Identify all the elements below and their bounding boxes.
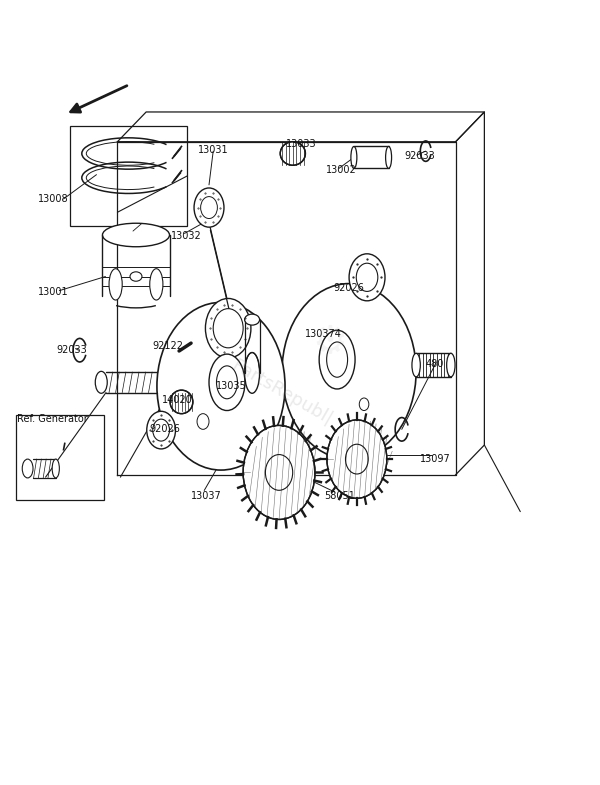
Ellipse shape xyxy=(22,459,33,478)
Text: 480: 480 xyxy=(426,360,444,369)
Circle shape xyxy=(327,420,387,498)
Text: 13037: 13037 xyxy=(191,491,222,501)
Circle shape xyxy=(205,298,251,358)
Circle shape xyxy=(349,254,385,301)
Text: 92122: 92122 xyxy=(152,341,183,351)
Text: 13097: 13097 xyxy=(420,454,451,464)
Ellipse shape xyxy=(245,314,260,325)
Text: 13008: 13008 xyxy=(38,194,68,204)
Text: 130374: 130374 xyxy=(305,329,341,339)
Circle shape xyxy=(265,455,293,491)
Text: 13001: 13001 xyxy=(38,287,68,298)
Bar xyxy=(16,415,104,500)
Ellipse shape xyxy=(280,142,305,166)
Circle shape xyxy=(200,196,217,218)
Text: 13035: 13035 xyxy=(216,382,247,391)
Circle shape xyxy=(346,444,368,474)
Ellipse shape xyxy=(103,223,170,246)
Text: Ref. Generator: Ref. Generator xyxy=(17,414,88,424)
Text: 13033: 13033 xyxy=(286,139,316,149)
Circle shape xyxy=(282,283,416,459)
Ellipse shape xyxy=(52,459,59,478)
Text: 92033: 92033 xyxy=(56,345,87,355)
Text: 13031: 13031 xyxy=(198,144,229,155)
Circle shape xyxy=(359,398,369,411)
Text: 58051: 58051 xyxy=(324,491,355,501)
Ellipse shape xyxy=(446,353,455,377)
Text: 14020: 14020 xyxy=(163,396,193,405)
Circle shape xyxy=(197,414,209,429)
Circle shape xyxy=(243,425,315,520)
Ellipse shape xyxy=(109,268,122,300)
Ellipse shape xyxy=(245,352,260,393)
Circle shape xyxy=(157,302,285,470)
Ellipse shape xyxy=(95,371,107,393)
Ellipse shape xyxy=(351,147,357,169)
Ellipse shape xyxy=(319,330,355,389)
Text: 92026: 92026 xyxy=(333,283,364,294)
Text: 13032: 13032 xyxy=(171,231,202,241)
Circle shape xyxy=(147,411,175,449)
Ellipse shape xyxy=(130,272,142,281)
Ellipse shape xyxy=(217,366,238,399)
Ellipse shape xyxy=(386,147,392,169)
Ellipse shape xyxy=(412,353,421,377)
Circle shape xyxy=(153,419,170,441)
Text: ⚙: ⚙ xyxy=(313,323,347,360)
Text: PartsRepubl|: PartsRepubl| xyxy=(229,356,335,429)
Ellipse shape xyxy=(326,342,347,378)
Text: 92033: 92033 xyxy=(405,151,436,161)
Ellipse shape xyxy=(209,354,245,411)
Text: 13002: 13002 xyxy=(326,165,356,175)
Ellipse shape xyxy=(150,268,163,300)
Circle shape xyxy=(194,188,224,227)
Circle shape xyxy=(356,263,378,291)
Text: 92026: 92026 xyxy=(149,425,180,434)
Circle shape xyxy=(213,309,243,348)
Ellipse shape xyxy=(170,390,193,414)
Bar xyxy=(70,126,187,225)
